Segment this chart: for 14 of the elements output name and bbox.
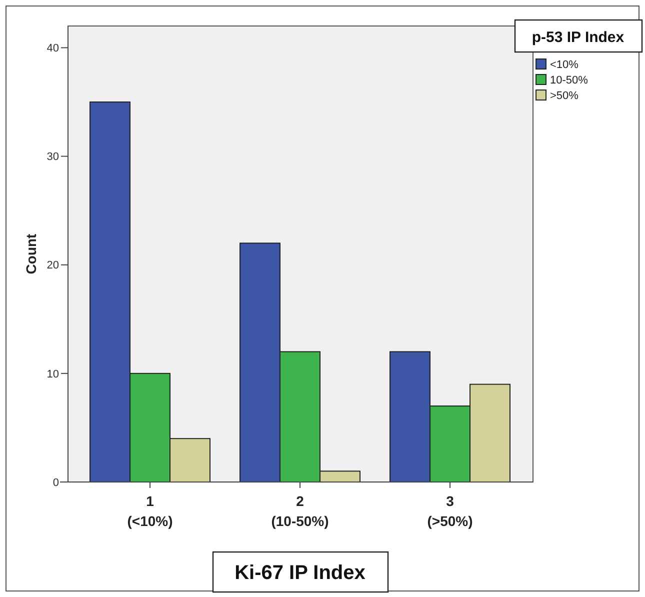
legend-label: >50% [550, 90, 579, 102]
legend-label: <10% [550, 59, 579, 71]
x-tick-label: 2 (10-50%) [271, 493, 329, 529]
y-tick-label: 0 [52, 476, 59, 489]
y-tick-label: 40 [46, 42, 59, 55]
x-tick-label: 3 (>50%) [427, 493, 473, 529]
x-axis-title: Ki-67 IP Index [234, 562, 366, 584]
y-tick-label: 30 [46, 151, 59, 164]
y-tick-label: 10 [46, 368, 59, 380]
y-tick-label: 20 [46, 260, 59, 272]
x-tick-label: 1 (<10%) [127, 493, 173, 529]
y-axis-title: Count [23, 233, 39, 274]
legend-title: p-53 IP Index [532, 29, 625, 46]
legend-label: 10-50% [550, 74, 588, 86]
